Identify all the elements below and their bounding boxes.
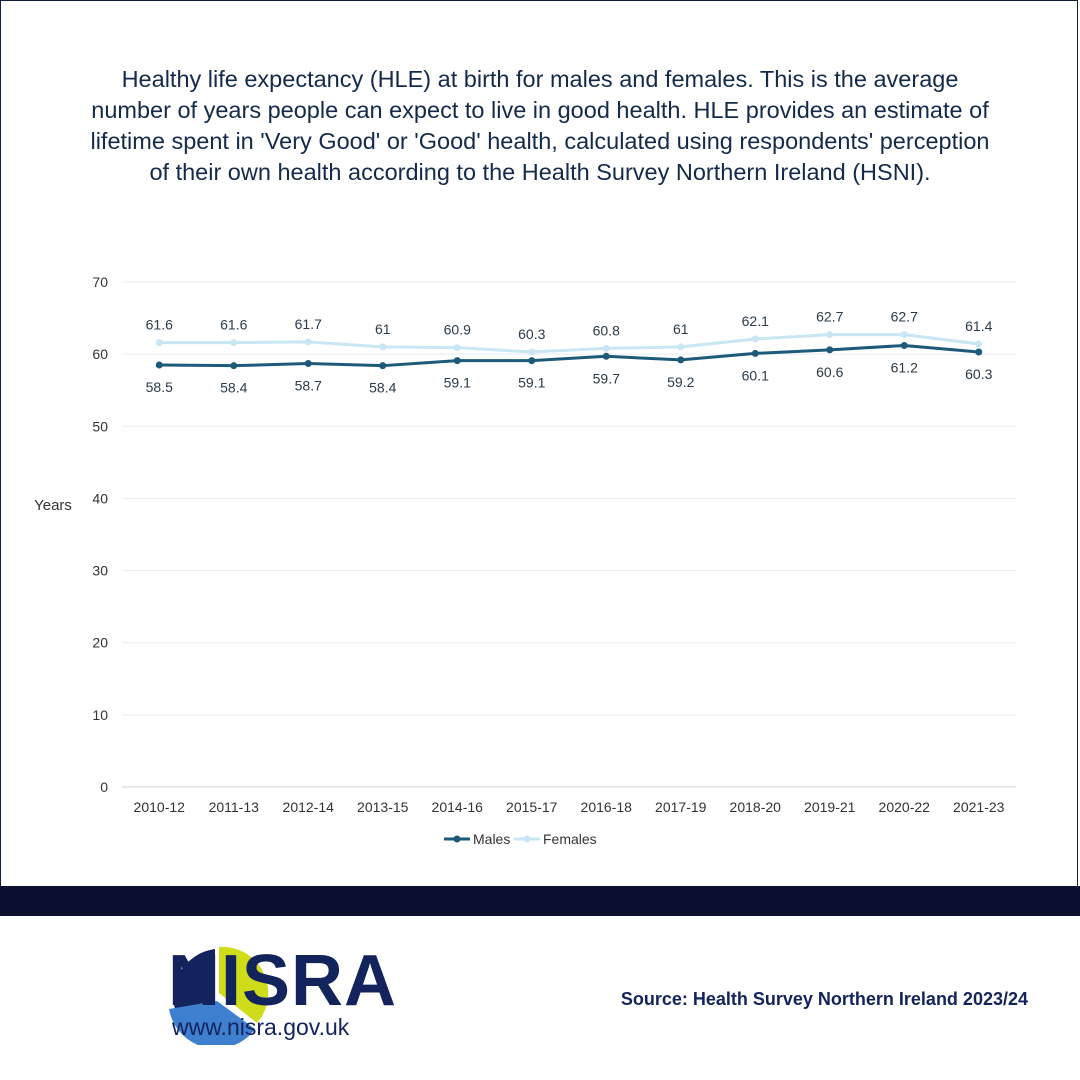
data-labels: 61.6 61.6 61.7 61 60.9 60.3 60.8 61 62.1 62.7 62.7… xyxy=(146,309,993,396)
data-point-females xyxy=(453,344,461,352)
y-tick-label: 50 xyxy=(92,418,108,434)
y-tick-label: 30 xyxy=(92,563,108,579)
data-point-males xyxy=(975,348,983,356)
data-point-females xyxy=(379,343,387,351)
x-tick-label: 2015-17 xyxy=(506,799,558,815)
x-tick-label: 2011-13 xyxy=(209,799,260,815)
y-tick-label: 70 xyxy=(92,274,108,290)
gridlines xyxy=(122,281,1016,788)
data-label-females: 61 xyxy=(375,321,391,337)
data-point-females xyxy=(975,340,983,348)
data-label-females: 61.4 xyxy=(965,318,992,334)
x-tick-label: 2012-14 xyxy=(283,799,335,815)
footer-band xyxy=(0,886,1080,916)
chart-title: Healthy life expectancy (HLE) at birth f… xyxy=(90,66,990,185)
series-line-males xyxy=(159,343,979,368)
legend-marker-males xyxy=(453,835,461,843)
data-label-females: 62.7 xyxy=(891,309,918,325)
nisra-logo-icon xyxy=(169,946,269,1045)
y-tick-label: 60 xyxy=(92,346,108,362)
data-point-males xyxy=(379,362,387,370)
data-point-males xyxy=(677,356,685,364)
data-label-females: 61.6 xyxy=(220,317,247,333)
series-layer xyxy=(155,331,983,370)
y-tick-label: 40 xyxy=(92,490,108,506)
data-point-females xyxy=(826,331,834,339)
y-axis-label: Years xyxy=(34,497,72,514)
data-point-males xyxy=(826,346,834,354)
x-tick-label: 2017-19 xyxy=(655,799,707,815)
data-point-females xyxy=(900,331,908,339)
data-point-males xyxy=(230,362,238,370)
data-label-males: 60.6 xyxy=(816,364,843,380)
data-label-males: 59.1 xyxy=(518,375,545,391)
legend-label-females: Females xyxy=(543,831,597,847)
data-point-males xyxy=(528,357,536,365)
chart-frame xyxy=(0,0,1078,886)
data-point-females xyxy=(230,339,238,347)
x-tick-label: 2014-16 xyxy=(432,799,484,815)
data-label-males: 58.4 xyxy=(220,380,247,396)
x-axis-ticks: 2010-12 2011-13 2012-14 2013-15 2014-16 2015-… xyxy=(134,799,1005,815)
x-tick-label: 2020-22 xyxy=(879,799,931,815)
legend-marker-females xyxy=(523,835,531,843)
source-note: Source: Health Survey Northern Ireland 2… xyxy=(620,989,1028,1009)
data-label-males: 58.5 xyxy=(146,379,173,395)
data-point-males xyxy=(751,349,759,357)
nisra-logo-text: NISRA xyxy=(168,941,398,1021)
y-axis-ticks: 0 10 20 30 40 50 60 70 xyxy=(92,274,108,795)
data-label-females: 60.9 xyxy=(444,322,471,338)
data-point-males xyxy=(602,352,610,360)
data-point-females xyxy=(751,335,759,343)
data-label-males: 61.2 xyxy=(891,359,918,375)
data-label-males: 59.1 xyxy=(444,375,471,391)
data-point-females xyxy=(677,343,685,351)
y-tick-label: 10 xyxy=(92,707,108,723)
data-label-females: 61 xyxy=(673,321,689,337)
data-point-females xyxy=(528,348,536,356)
data-label-males: 58.7 xyxy=(295,378,322,394)
x-tick-label: 2019-21 xyxy=(804,799,856,815)
data-label-males: 60.3 xyxy=(965,366,992,382)
data-point-females xyxy=(304,338,312,346)
x-tick-label: 2018-20 xyxy=(730,799,782,815)
data-label-females: 62.1 xyxy=(742,313,769,329)
x-tick-label: 2013-15 xyxy=(357,799,409,815)
data-label-males: 58.4 xyxy=(369,380,396,396)
x-tick-label: 2021-23 xyxy=(953,799,1005,815)
x-tick-label: 2010-12 xyxy=(134,799,186,815)
data-label-males: 59.7 xyxy=(593,370,620,386)
y-tick-label: 20 xyxy=(92,635,108,651)
data-label-females: 62.7 xyxy=(816,309,843,325)
data-point-males xyxy=(155,361,163,369)
legend-label-males: Males xyxy=(473,831,510,847)
y-tick-label: 0 xyxy=(100,779,108,795)
nisra-url-link[interactable]: www.nisra.gov.uk xyxy=(172,1014,350,1040)
data-point-females xyxy=(602,344,610,352)
data-label-females: 60.3 xyxy=(518,326,545,342)
x-tick-label: 2016-18 xyxy=(581,799,633,815)
data-label-females: 61.6 xyxy=(146,317,173,333)
data-label-females: 61.7 xyxy=(295,316,322,332)
data-point-males xyxy=(304,360,312,368)
data-point-females xyxy=(155,339,163,347)
data-label-females: 60.8 xyxy=(593,322,620,338)
data-point-males xyxy=(900,341,908,349)
data-label-males: 59.2 xyxy=(667,374,694,390)
series-line-females xyxy=(159,333,979,354)
legend: Males Females xyxy=(444,831,597,847)
data-label-males: 60.1 xyxy=(742,367,769,383)
data-point-males xyxy=(453,357,461,365)
